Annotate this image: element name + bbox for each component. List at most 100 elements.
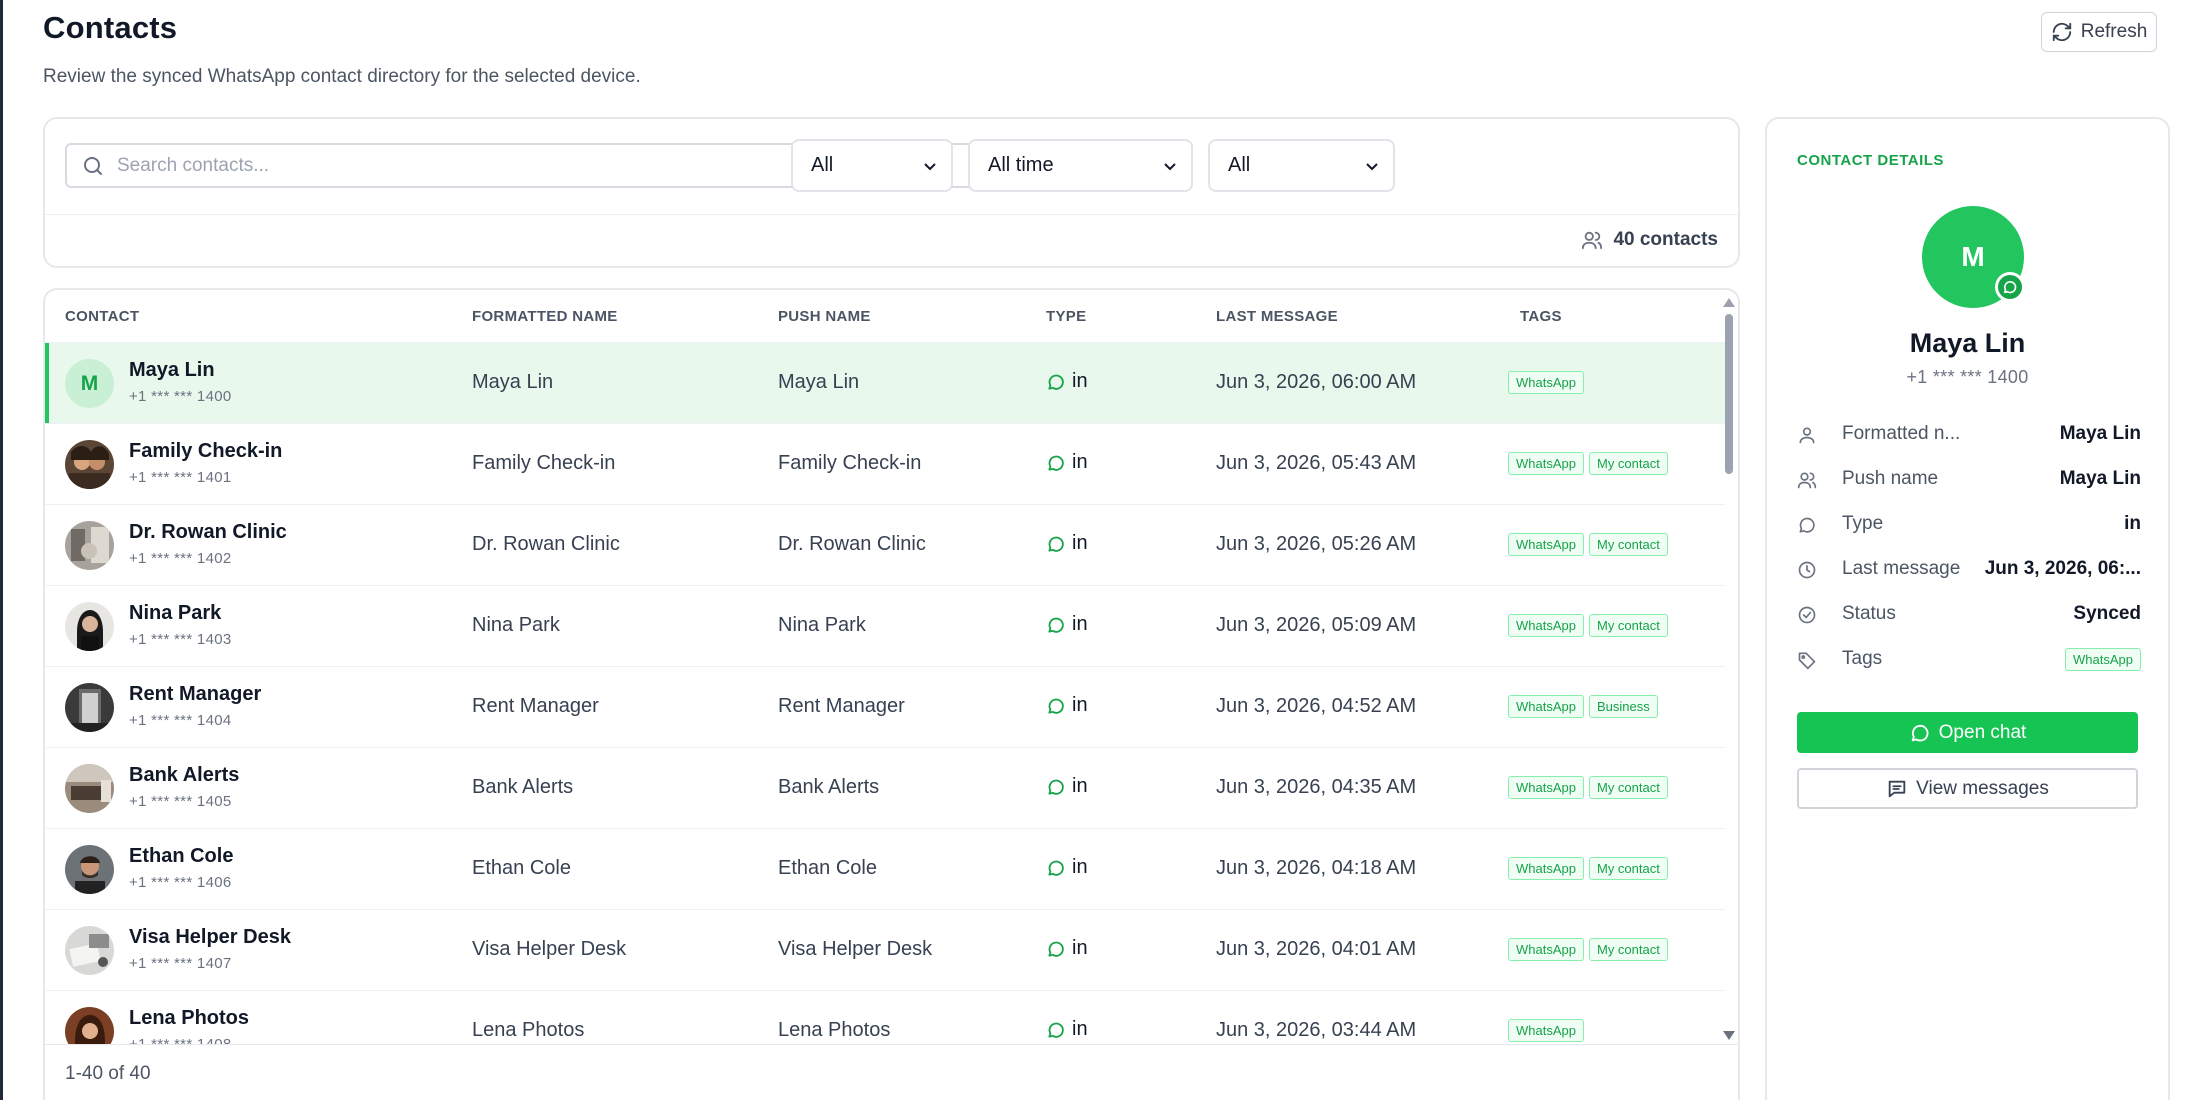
- column-header-tags[interactable]: TAGS: [1520, 308, 1562, 325]
- detail-row-last-message: Last message Jun 3, 2026, 06:...: [1797, 556, 2141, 586]
- users-icon: [1797, 472, 1817, 489]
- tag-filter-select[interactable]: All: [1208, 139, 1395, 192]
- tag-icon: [1798, 652, 1816, 670]
- time-filter-select[interactable]: All time: [968, 139, 1193, 192]
- time-filter-value: All time: [988, 154, 1054, 176]
- search-icon: [84, 156, 102, 175]
- open-chat-button[interactable]: Open chat: [1797, 712, 2138, 753]
- type-value: in: [1072, 370, 1088, 392]
- scroll-up-arrow[interactable]: [1723, 298, 1735, 307]
- pagination-label: 1-40 of 40: [65, 1063, 151, 1084]
- last-message-cell: Jun 3, 2026, 04:01 AM: [1216, 938, 1417, 960]
- contact-name: Ethan Cole: [129, 845, 234, 867]
- table-row[interactable]: Visa Helper Desk +1 *** *** 1407 Visa Help…: [45, 909, 1725, 990]
- details-name: Maya Lin: [1909, 328, 2026, 358]
- table-scrollbar[interactable]: [1723, 298, 1735, 1040]
- column-header-last-message[interactable]: LAST MESSAGE: [1216, 308, 1338, 325]
- table-row[interactable]: Dr. Rowan Clinic +1 *** *** 1402 Dr. Rowan…: [45, 504, 1725, 585]
- column-header-push-name[interactable]: PUSH NAME: [778, 308, 871, 325]
- avatar: [65, 1007, 114, 1044]
- detail-label: Push name: [1842, 468, 1939, 489]
- tag-badge: WhatsApp: [1508, 1019, 1584, 1042]
- column-header-contact[interactable]: CONTACT: [65, 308, 140, 325]
- contact-phone: +1 *** *** 1407: [129, 955, 232, 972]
- detail-row-tags: Tags WhatsApp: [1797, 646, 2141, 676]
- chat-bubble-icon: [1048, 617, 1064, 633]
- chat-bubble-icon: [1048, 941, 1064, 957]
- contact-name: Family Check-in: [129, 440, 283, 462]
- last-message-cell: Jun 3, 2026, 05:43 AM: [1216, 452, 1417, 474]
- type-value: in: [1072, 856, 1088, 878]
- refresh-icon: [2052, 22, 2071, 42]
- view-messages-button[interactable]: View messages: [1797, 768, 2138, 809]
- tag-badge: WhatsApp: [1508, 695, 1584, 718]
- detail-label: Last message: [1842, 558, 1961, 579]
- column-header-type[interactable]: TYPE: [1046, 308, 1087, 325]
- contact-name: Maya Lin: [129, 359, 215, 381]
- table-row[interactable]: Bank Alerts +1 *** *** 1405 Bank Alerts Ban…: [45, 747, 1725, 828]
- type-value: in: [1072, 937, 1088, 959]
- push-name-cell: Dr. Rowan Clinic: [778, 533, 926, 555]
- column-header-formatted-name[interactable]: FORMATTED NAME: [472, 308, 618, 325]
- push-name-cell: Visa Helper Desk: [778, 938, 933, 960]
- refresh-label: Refresh: [2080, 21, 2148, 42]
- formatted-name-cell: Lena Photos: [472, 1019, 585, 1041]
- last-message-cell: Jun 3, 2026, 04:18 AM: [1216, 857, 1417, 879]
- detail-label: Formatted n...: [1842, 423, 1961, 444]
- tag-list: WhatsApp My contact: [1508, 533, 1668, 556]
- chat-bubble-icon: [1048, 374, 1064, 390]
- push-name-cell: Nina Park: [778, 614, 866, 636]
- tag-whatsapp: WhatsApp: [2065, 648, 2141, 671]
- scroll-down-arrow[interactable]: [1723, 1031, 1735, 1040]
- message-lines-icon: [1888, 780, 1906, 797]
- push-name-cell: Ethan Cole: [778, 857, 877, 879]
- last-message-cell: Jun 3, 2026, 05:09 AM: [1216, 614, 1417, 636]
- tag-badge: My contact: [1588, 776, 1668, 799]
- page-title: Contacts: [43, 10, 178, 45]
- avatar: [65, 926, 114, 975]
- tag-badge: WhatsApp: [1508, 614, 1584, 637]
- contact-phone: +1 *** *** 1402: [129, 550, 232, 567]
- refresh-button[interactable]: Refresh: [2041, 12, 2157, 52]
- details-phone: +1 *** *** 1400: [1906, 367, 2029, 387]
- last-message-cell: Jun 3, 2026, 06:00 AM: [1216, 371, 1417, 393]
- chat-bubble-icon: [1048, 860, 1064, 876]
- tag-badge: WhatsApp: [1508, 938, 1584, 961]
- chevron-down-icon: [1366, 162, 1378, 170]
- type-filter-value: All: [811, 154, 834, 176]
- last-message-cell: Jun 3, 2026, 04:35 AM: [1216, 776, 1417, 798]
- contact-name: Lena Photos: [129, 1007, 250, 1029]
- scroll-thumb[interactable]: [1725, 314, 1733, 474]
- table-row[interactable]: M Maya Lin +1 *** *** 1400 Maya Lin Maya Lin…: [45, 342, 1725, 423]
- divider: [45, 214, 1738, 215]
- contacts-table: CONTACT FORMATTED NAME PUSH NAME TYPE LA…: [43, 288, 1740, 1100]
- table-row[interactable]: Ethan Cole +1 *** *** 1406 Ethan Cole Ethan…: [45, 828, 1725, 909]
- tag-list: WhatsApp Business: [1508, 695, 1658, 718]
- last-message-cell: Jun 3, 2026, 03:44 AM: [1216, 1019, 1417, 1041]
- avatar: [65, 521, 114, 570]
- tag-list: WhatsApp My contact: [1508, 614, 1668, 637]
- type-value: in: [1072, 451, 1088, 473]
- contact-name: Nina Park: [129, 602, 222, 624]
- contact-phone: +1 *** *** 1401: [129, 469, 232, 486]
- contact-phone: +1 *** *** 1405: [129, 793, 232, 810]
- detail-label: Tags: [1842, 648, 1883, 669]
- filter-panel: All All time All 40 contacts: [43, 117, 1740, 268]
- avatar: [65, 764, 114, 813]
- table-row[interactable]: Lena Photos +1 *** *** 1408 Lena Photos Len…: [45, 990, 1725, 1044]
- contact-details-panel: CONTACT DETAILS M Maya Lin +1 *** *** 14…: [1765, 117, 2170, 1100]
- formatted-name-cell: Bank Alerts: [472, 776, 574, 798]
- tag-badge: WhatsApp: [1508, 452, 1584, 475]
- contact-phone: +1 *** *** 1404: [129, 712, 232, 729]
- table-row[interactable]: Nina Park +1 *** *** 1403 Nina Park Nina Pa…: [45, 585, 1725, 666]
- detail-label: Type: [1842, 513, 1884, 534]
- push-name-cell: Family Check-in: [778, 452, 922, 474]
- detail-value: Jun 3, 2026, 06:...: [1984, 558, 2141, 579]
- type-filter-select[interactable]: All: [791, 139, 953, 192]
- table-row[interactable]: Rent Manager +1 *** *** 1404 Rent Manager R…: [45, 666, 1725, 747]
- table-row[interactable]: Family Check-in +1 *** *** 1401 Family Che…: [45, 423, 1725, 504]
- push-name-cell: Lena Photos: [778, 1019, 891, 1041]
- detail-row-formatted-name: Formatted n... Maya Lin: [1797, 421, 2141, 451]
- table-header: CONTACT FORMATTED NAME PUSH NAME TYPE LA…: [45, 290, 1725, 342]
- formatted-name-cell: Nina Park: [472, 614, 560, 636]
